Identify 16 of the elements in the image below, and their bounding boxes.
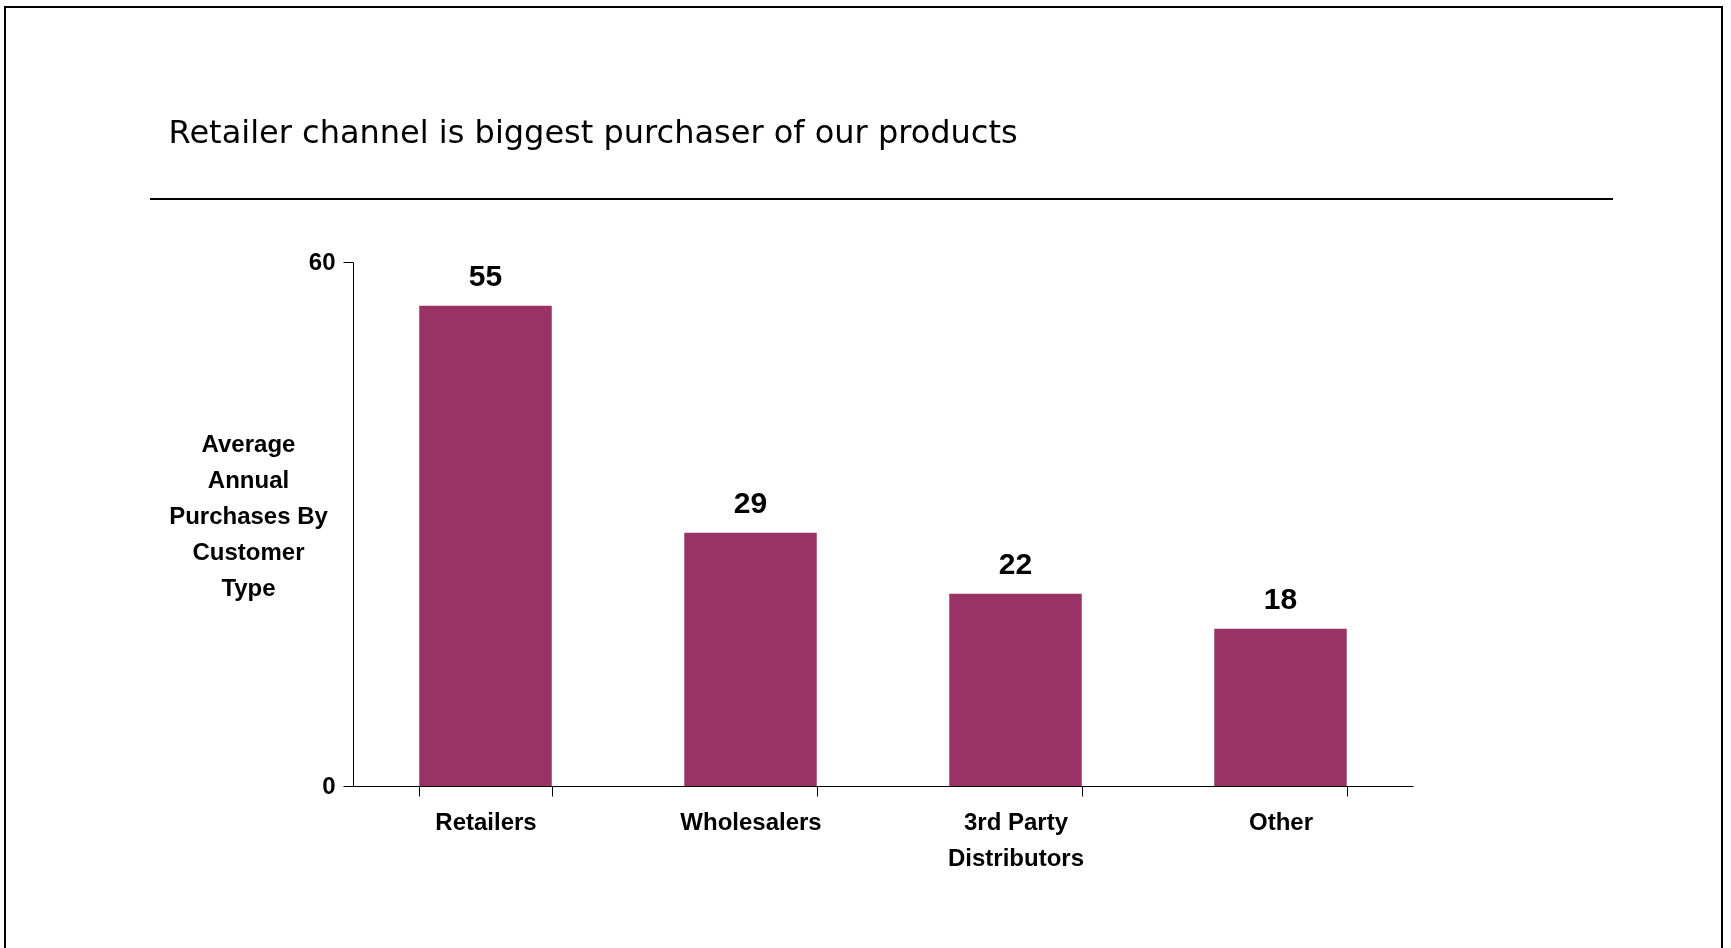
- chart-title: Retailer channel is biggest purchaser of our products: [168, 113, 1018, 151]
- bar: [1214, 628, 1347, 786]
- x-tick-label: 3rd Party Distributors: [947, 807, 1085, 871]
- y-axis-title: Average Annual Purchases By Customer Type: [169, 429, 329, 601]
- data-label: 55: [468, 258, 503, 292]
- bar: [949, 593, 1082, 786]
- bar: [684, 532, 817, 786]
- x-tick-label: Retailers: [435, 807, 537, 835]
- data-label: 29: [733, 485, 768, 519]
- data-label: 18: [1263, 581, 1298, 615]
- data-label: 22: [998, 546, 1033, 580]
- x-tick-label: Wholesalers: [680, 807, 822, 835]
- bar: [419, 305, 552, 786]
- y-tick-label: 60: [308, 247, 336, 275]
- x-tick-label: Other: [1248, 807, 1314, 835]
- y-tick-label: 0: [322, 771, 336, 799]
